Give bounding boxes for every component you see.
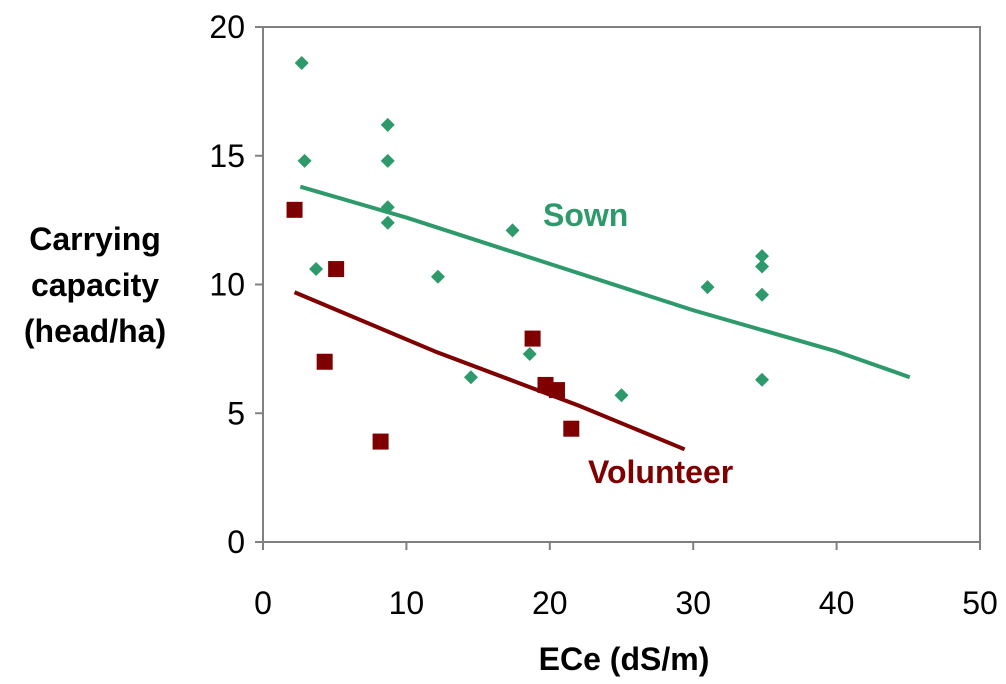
x-tick-label-40: 40 xyxy=(819,585,855,621)
data-points xyxy=(286,56,770,450)
point-sown-5 xyxy=(380,200,395,215)
y-axis-title-line-2: capacity xyxy=(31,267,159,303)
point-sown-11 xyxy=(614,388,629,403)
point-volunteer-2 xyxy=(328,261,345,278)
x-tick-label-20: 20 xyxy=(532,585,568,621)
y-tick-label-0: 0 xyxy=(227,524,245,560)
point-volunteer-3 xyxy=(372,433,389,450)
point-volunteer-7 xyxy=(563,420,580,437)
point-sown-4 xyxy=(380,153,395,168)
point-sown-14 xyxy=(755,259,770,274)
point-sown-8 xyxy=(463,370,478,385)
y-tick-label-10: 10 xyxy=(209,267,245,303)
y-axis-title-line-1: Carrying xyxy=(29,221,161,257)
point-sown-13 xyxy=(755,249,770,264)
point-sown-6 xyxy=(380,215,395,230)
point-volunteer-4 xyxy=(524,330,541,347)
y-tick-label-5: 5 xyxy=(227,395,245,431)
series-label-sown: Sown xyxy=(543,197,628,233)
point-sown-0 xyxy=(294,56,309,71)
y-tick-label-15: 15 xyxy=(209,138,245,174)
x-tick-label-50: 50 xyxy=(962,585,998,621)
point-volunteer-1 xyxy=(316,353,333,370)
x-tick-label-0: 0 xyxy=(254,585,272,621)
x-axis-title: ECe (dS/m) xyxy=(539,641,710,677)
point-sown-10 xyxy=(522,347,537,362)
y-axis-title-line-3: (head/ha) xyxy=(24,313,166,349)
point-volunteer-0 xyxy=(286,201,303,218)
x-tick-label-30: 30 xyxy=(675,585,711,621)
point-sown-3 xyxy=(380,117,395,132)
point-sown-16 xyxy=(755,372,770,387)
series-label-volunteer: Volunteer xyxy=(588,454,733,490)
labels: ECe (dS/m) Carrying capacity (head/ha) S… xyxy=(24,197,733,677)
point-volunteer-6 xyxy=(548,382,565,399)
point-sown-9 xyxy=(505,223,520,238)
point-sown-15 xyxy=(755,287,770,302)
point-sown-12 xyxy=(700,280,715,295)
point-sown-1 xyxy=(297,153,312,168)
trend-line-volunteer xyxy=(293,290,686,452)
y-tick-label-20: 20 xyxy=(209,9,245,45)
point-sown-7 xyxy=(430,269,445,284)
point-sown-2 xyxy=(309,262,324,277)
axes: 0 10 20 30 40 50 0 5 10 15 20 xyxy=(209,9,997,621)
x-tick-label-10: 10 xyxy=(389,585,425,621)
